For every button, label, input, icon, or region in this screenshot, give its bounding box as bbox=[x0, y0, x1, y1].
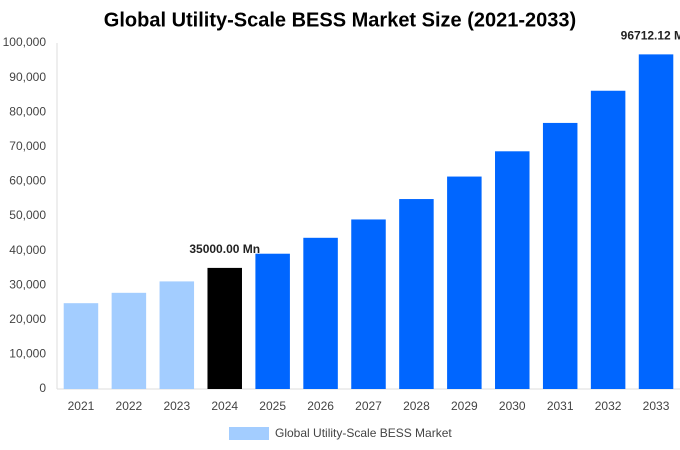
bar bbox=[159, 281, 195, 389]
bar bbox=[447, 176, 482, 389]
bar bbox=[542, 122, 578, 390]
bar bbox=[495, 151, 530, 389]
legend-swatch bbox=[229, 427, 269, 440]
bar bbox=[638, 54, 674, 389]
y-tick-label: 50,000 bbox=[9, 208, 46, 222]
y-tick-label: 90,000 bbox=[9, 70, 46, 84]
x-tick-label: 2022 bbox=[116, 399, 143, 413]
x-tick-label: 2032 bbox=[595, 399, 622, 413]
y-tick-label: 80,000 bbox=[9, 104, 46, 118]
bar bbox=[207, 267, 242, 389]
y-tick-label: 10,000 bbox=[9, 347, 46, 361]
bar bbox=[590, 90, 626, 390]
x-tick-label: 2026 bbox=[307, 399, 334, 413]
x-tick-label: 2028 bbox=[403, 399, 430, 413]
x-tick-label: 2031 bbox=[547, 399, 574, 413]
x-tick-label: 2025 bbox=[259, 399, 286, 413]
x-tick-label: 2024 bbox=[211, 399, 238, 413]
y-tick-label: 100,000 bbox=[3, 35, 47, 49]
x-tick-label: 2033 bbox=[643, 399, 670, 413]
chart-title: Global Utility-Scale BESS Market Size (2… bbox=[104, 9, 576, 31]
bar bbox=[255, 253, 290, 389]
x-tick-label: 2029 bbox=[451, 399, 478, 413]
value-label: 96712.12 Mn bbox=[621, 29, 680, 43]
bar bbox=[111, 292, 147, 389]
x-tick-label: 2021 bbox=[68, 399, 95, 413]
bar bbox=[63, 303, 99, 389]
y-tick-label: 20,000 bbox=[9, 312, 46, 326]
bar bbox=[399, 199, 434, 389]
y-tick-label: 60,000 bbox=[9, 174, 46, 188]
y-tick-label: 70,000 bbox=[9, 139, 46, 153]
y-tick-label: 30,000 bbox=[9, 277, 46, 291]
x-tick-label: 2027 bbox=[355, 399, 382, 413]
y-tick-label: 0 bbox=[39, 381, 46, 395]
legend-label: Global Utility-Scale BESS Market bbox=[275, 426, 452, 440]
value-label: 35000.00 Mn bbox=[189, 242, 260, 256]
bar bbox=[351, 219, 386, 389]
bar bbox=[303, 237, 338, 389]
x-tick-label: 2030 bbox=[499, 399, 526, 413]
y-tick-label: 40,000 bbox=[9, 243, 46, 257]
x-tick-label: 2023 bbox=[163, 399, 190, 413]
